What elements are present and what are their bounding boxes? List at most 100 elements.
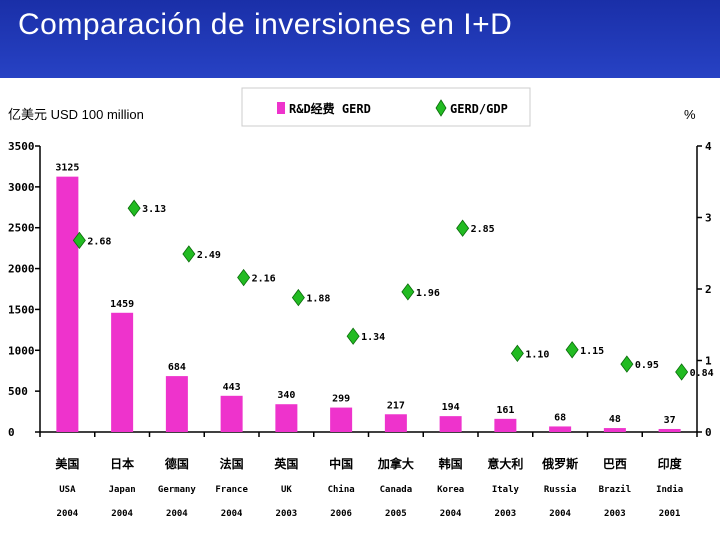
category-label-year: 2003 <box>495 509 517 519</box>
point-gerd-gdp <box>401 283 415 301</box>
rd-investment-chart: R&D经费 GERD GERD/GDP 亿美元 USD 100 million % 0… <box>8 87 714 519</box>
bar-value-label: 161 <box>496 405 514 416</box>
category-label-year: 2004 <box>221 509 243 519</box>
left-tick-label: 2500 <box>8 222 35 235</box>
title-bar: Comparación de inversiones en I+D <box>0 0 720 78</box>
category-label-zh: 加拿大 <box>377 456 414 471</box>
category-label-year: 2004 <box>111 509 133 519</box>
category-label-zh: 法国 <box>220 456 244 471</box>
point-value-label: 1.15 <box>580 346 604 357</box>
category-label-en: Italy <box>492 485 520 495</box>
point-value-label: 1.10 <box>525 349 549 360</box>
point-value-label: 2.85 <box>471 224 495 235</box>
category-label-zh: 俄罗斯 <box>541 456 578 471</box>
slide-title: Comparación de inversiones en I+D <box>18 8 513 41</box>
bar-value-label: 1459 <box>110 299 134 310</box>
left-tick-label: 0 <box>8 426 15 439</box>
left-tick-label: 3000 <box>8 181 35 194</box>
category-label-year: 2004 <box>440 509 462 519</box>
left-tick-label: 1500 <box>8 303 35 316</box>
category-label-zh: 英国 <box>274 456 298 471</box>
point-gerd-gdp <box>72 231 86 250</box>
category-label-year: 2004 <box>549 509 571 519</box>
point-gerd-gdp <box>182 245 196 263</box>
category-label-year: 2004 <box>57 509 79 519</box>
right-tick-label: 2 <box>705 283 712 296</box>
category-label-zh: 德国 <box>165 456 189 471</box>
bar-gerd <box>658 428 681 432</box>
chart-area: R&D经费 GERD GERD/GDP 亿美元 USD 100 million% 0… <box>0 78 720 540</box>
point-gerd-gdp <box>620 355 634 373</box>
point-gerd-gdp <box>456 219 470 237</box>
category-label-zh: 意大利 <box>487 456 523 471</box>
right-tick-label: 0 <box>705 426 712 439</box>
point-gerd-gdp <box>346 327 360 345</box>
left-tick-label: 1000 <box>8 344 35 357</box>
legend-box <box>241 87 531 127</box>
left-tick-label: 500 <box>8 385 28 398</box>
point-value-label: 3.13 <box>142 204 166 215</box>
legend: R&D经费 GERD GERD/GDP <box>241 87 531 127</box>
category-label-en: India <box>656 484 683 495</box>
bar-gerd <box>549 426 572 432</box>
right-tick-label: 1 <box>705 355 712 368</box>
bar-gerd <box>275 404 298 432</box>
bar-series-gerd: 3125 1459 684 443 340 299 217 194 161 68 48 37 <box>55 163 681 432</box>
bar-gerd <box>165 376 188 432</box>
point-value-label: 2.16 <box>252 274 276 285</box>
bar-gerd <box>494 418 517 432</box>
point-value-label: 0.95 <box>635 360 659 371</box>
point-value-label: 1.88 <box>306 294 330 305</box>
category-label-year: 2001 <box>659 509 681 519</box>
bar-gerd <box>439 416 462 432</box>
category-label-zh: 印度 <box>658 456 683 471</box>
category-label-en: USA <box>59 485 76 495</box>
bar-value-label: 3125 <box>55 163 79 174</box>
bar-gerd <box>111 312 134 432</box>
bar-gerd <box>330 407 353 432</box>
bar-gerd <box>384 414 407 432</box>
left-axis-unit: 亿美元 USD 100 million <box>8 107 144 122</box>
right-tick-label: 4 <box>705 140 712 153</box>
category-label-zh: 韩国 <box>439 456 463 471</box>
category-label-en: Korea <box>437 485 464 495</box>
category-label-zh: 美国 <box>55 456 79 471</box>
bar-value-label: 340 <box>277 390 295 401</box>
category-label-year: 2004 <box>166 509 188 519</box>
point-value-label: 1.34 <box>361 332 385 343</box>
category-label-zh: 巴西 <box>603 457 627 471</box>
category-label-en: Canada <box>380 485 413 495</box>
bar-value-label: 48 <box>609 414 621 425</box>
category-label-zh: 日本 <box>110 456 134 471</box>
left-tick-label: 2000 <box>8 263 35 276</box>
legend-gdp-diamond <box>435 99 447 117</box>
category-label-year: 2005 <box>385 509 407 519</box>
category-label-year: 2003 <box>276 509 298 519</box>
right-axis-unit: % <box>684 107 696 122</box>
point-gerd-gdp <box>291 288 305 307</box>
left-tick-label: 3500 <box>8 140 35 153</box>
category-label-en: Russia <box>544 484 577 495</box>
point-value-label: 2.49 <box>197 250 221 261</box>
category-label-year: 2006 <box>330 509 352 519</box>
category-label-en: Japan <box>109 485 136 495</box>
category-label-year: 2003 <box>604 509 626 519</box>
category-label-en: Germany <box>158 485 197 495</box>
legend-gdp-label: GERD/GDP <box>450 102 508 116</box>
axes: 亿美元 USD 100 million % 0 500 1000 1500 2000 2500… <box>8 107 712 439</box>
category-label-en: UK <box>281 485 292 495</box>
legend-gerd-swatch <box>277 102 285 114</box>
bar-value-label: 684 <box>168 362 186 373</box>
bar-value-label: 194 <box>442 402 460 413</box>
legend-gerd-label: R&D经费 GERD <box>289 101 371 116</box>
point-value-label: 0.84 <box>690 368 714 379</box>
point-gerd-gdp <box>510 344 524 363</box>
point-gerd-gdp <box>237 268 251 287</box>
category-label-en: France <box>215 485 248 495</box>
category-label-en: China <box>328 484 355 495</box>
bar-gerd <box>220 395 243 432</box>
point-gerd-gdp <box>127 199 141 217</box>
category-labels: 美国 USA 2004 日本 Japan 2004 德国 Germany 2004 法国 Franc… <box>55 456 683 519</box>
bar-gerd <box>56 176 79 432</box>
bar-value-label: 217 <box>387 400 405 411</box>
